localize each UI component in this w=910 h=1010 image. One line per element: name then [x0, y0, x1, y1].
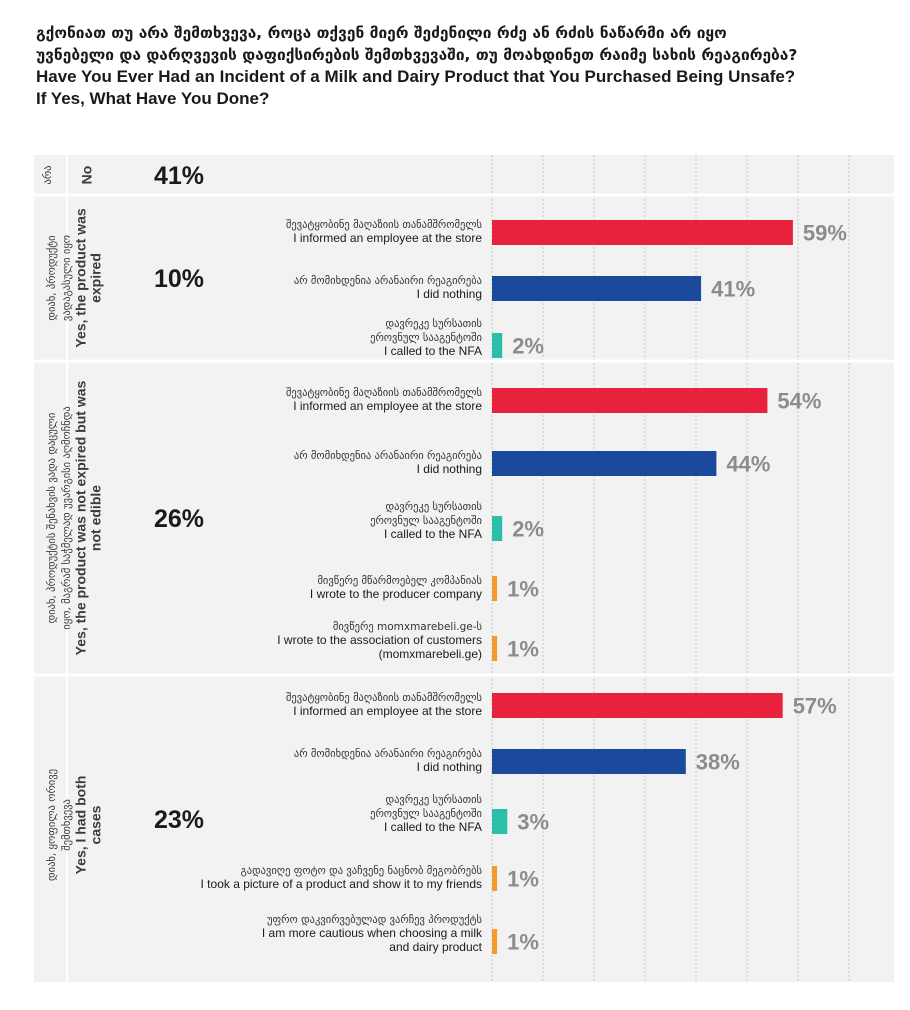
answer-bar: [492, 516, 503, 541]
chart-panel: არა No 41% დიახ, პროდუქტი ვადაგასული იყო Yes,…: [34, 155, 894, 982]
answer-value-label: 1%: [507, 867, 539, 892]
group-name-en: not edible: [88, 485, 104, 551]
answer-label-en: I called to the NFA: [384, 527, 482, 541]
group-name-en: Yes, the product was: [73, 208, 89, 347]
answer-value-label: 38%: [696, 750, 740, 775]
answer-label-en: I took a picture of a product and show i…: [201, 877, 482, 891]
answer-value-label: 59%: [803, 221, 847, 246]
answer-label-en: I did nothing: [417, 760, 482, 774]
answer-bar: [492, 451, 717, 476]
answer-label-ka: შევატყობინე მაღაზიის თანამშრომელს: [286, 387, 482, 399]
answer-label-ka: არ მომიხდენია არანაირი რეაგირება: [294, 275, 482, 287]
answer-label-ka: არ მომიხდენია არანაირი რეაგირება: [294, 450, 482, 462]
group-name-ka: დიახ, პროდუქტის შენახვის ვადა დაცული: [46, 413, 58, 624]
answer-label-en: I wrote to the producer company: [310, 587, 482, 601]
answer-bar: [492, 809, 508, 834]
group-share-label: 10%: [154, 265, 204, 293]
answer-value-label: 41%: [711, 277, 755, 302]
answer-value-label: 2%: [512, 517, 544, 542]
answer-label-ka: შევატყობინე მაღაზიის თანამშრომელს: [286, 219, 482, 231]
answer-value-label: 1%: [507, 930, 539, 955]
group-name-ka: იყო, მაგრამ საჭმელად უვარგისი აღმოჩნდა: [61, 406, 73, 629]
group-name-ka: არა: [42, 165, 54, 184]
answer-label-en: and dairy product: [389, 940, 482, 954]
answer-bar: [492, 866, 498, 891]
answer-bar: [492, 576, 498, 601]
title-line-ka-1: გქონიათ თუ არა შემთხვევა, როცა თქვენ მიე…: [36, 24, 727, 42]
answer-label-en: I informed an employee at the store: [293, 231, 482, 245]
title-line-en-1: Have You Ever Had an Incident of a Milk …: [36, 67, 796, 86]
answer-label-en: I did nothing: [417, 462, 482, 476]
answer-label-en: I informed an employee at the store: [293, 704, 482, 718]
answer-label-en: I did nothing: [417, 287, 482, 301]
answer-label-ka: არ მომიხდენია არანაირი რეაგირება: [294, 748, 482, 760]
group-share-label: 41%: [154, 162, 204, 190]
answer-label-en: I called to the NFA: [384, 344, 482, 358]
group-name-ka: დიახ, ყოფილა ორივე: [46, 769, 58, 881]
answer-label-en: (momxmarebeli.ge): [379, 647, 482, 661]
answer-bar: [492, 693, 783, 718]
group-name-en: expired: [88, 253, 104, 303]
answer-bar: [492, 220, 793, 245]
group-share-label: 26%: [154, 505, 204, 533]
chart-title: გქონიათ თუ არა შემთხვევა, როცა თქვენ მიე…: [36, 22, 896, 110]
answer-value-label: 1%: [507, 577, 539, 602]
answer-label-ka: გადავიღე ფოტო და ვაჩვენე ნაცნობ მეგობრებ…: [241, 865, 482, 877]
answer-label-ka: ეროვნულ სააგენტოში: [370, 808, 482, 820]
answer-label-ka: დავრეკე სურსათის: [386, 501, 483, 513]
group-name-ka: ვადაგასული იყო: [61, 235, 73, 321]
answer-label-ka: მივწერე მწარმოებელ კომპანიას: [317, 575, 482, 587]
answer-label-ka: მივწერე momxmarebeli.ge-ს: [333, 621, 482, 633]
title-line-ka-2: უვნებელი და დარღვევის დაფიქსირების შემთხ…: [36, 46, 798, 64]
answer-bar: [492, 749, 686, 774]
group-share-label: 23%: [154, 806, 204, 834]
answer-label-ka: უფრო დაკვირვებულად ვარჩევ პროდუქტს: [267, 914, 482, 926]
title-line-en-2: If Yes, What Have You Done?: [36, 89, 270, 108]
answer-bar: [492, 276, 702, 301]
answer-bar: [492, 388, 768, 413]
answer-value-label: 1%: [507, 637, 539, 662]
group-name-en: cases: [88, 805, 104, 844]
answer-value-label: 2%: [512, 334, 544, 359]
answer-label-en: I called to the NFA: [384, 820, 482, 834]
answer-bar: [492, 636, 498, 661]
answer-label-en: I informed an employee at the store: [293, 399, 482, 413]
answer-label-ka: დავრეკე სურსათის: [386, 794, 483, 806]
answer-label-en: I wrote to the association of customers: [277, 633, 482, 647]
answer-label-ka: ეროვნულ სააგენტოში: [370, 515, 482, 527]
group-name-ka: შემთხვევა: [61, 799, 73, 851]
answer-value-label: 44%: [726, 452, 770, 477]
answer-label-ka: ეროვნულ სააგენტოში: [370, 332, 482, 344]
answer-label-en: I am more cautious when choosing a milk: [262, 926, 483, 940]
answer-value-label: 3%: [517, 810, 549, 835]
answer-value-label: 57%: [793, 694, 837, 719]
bar-chart: არა No 41%დიახ, პროდუქტი ვადაგასული იყო Yes,…: [34, 155, 894, 982]
answer-label-ka: დავრეკე სურსათის: [386, 318, 483, 330]
answer-bar: [492, 929, 498, 954]
answer-bar: [492, 333, 503, 358]
group-name-en: Yes, I had both: [73, 776, 89, 875]
answer-label-ka: შევატყობინე მაღაზიის თანამშრომელს: [286, 692, 482, 704]
group-name-en: No: [79, 166, 95, 185]
group-name-en: Yes, the product was not expired but was: [73, 380, 89, 655]
answer-value-label: 54%: [777, 389, 821, 414]
group-name-ka: დიახ, პროდუქტი: [46, 235, 58, 320]
